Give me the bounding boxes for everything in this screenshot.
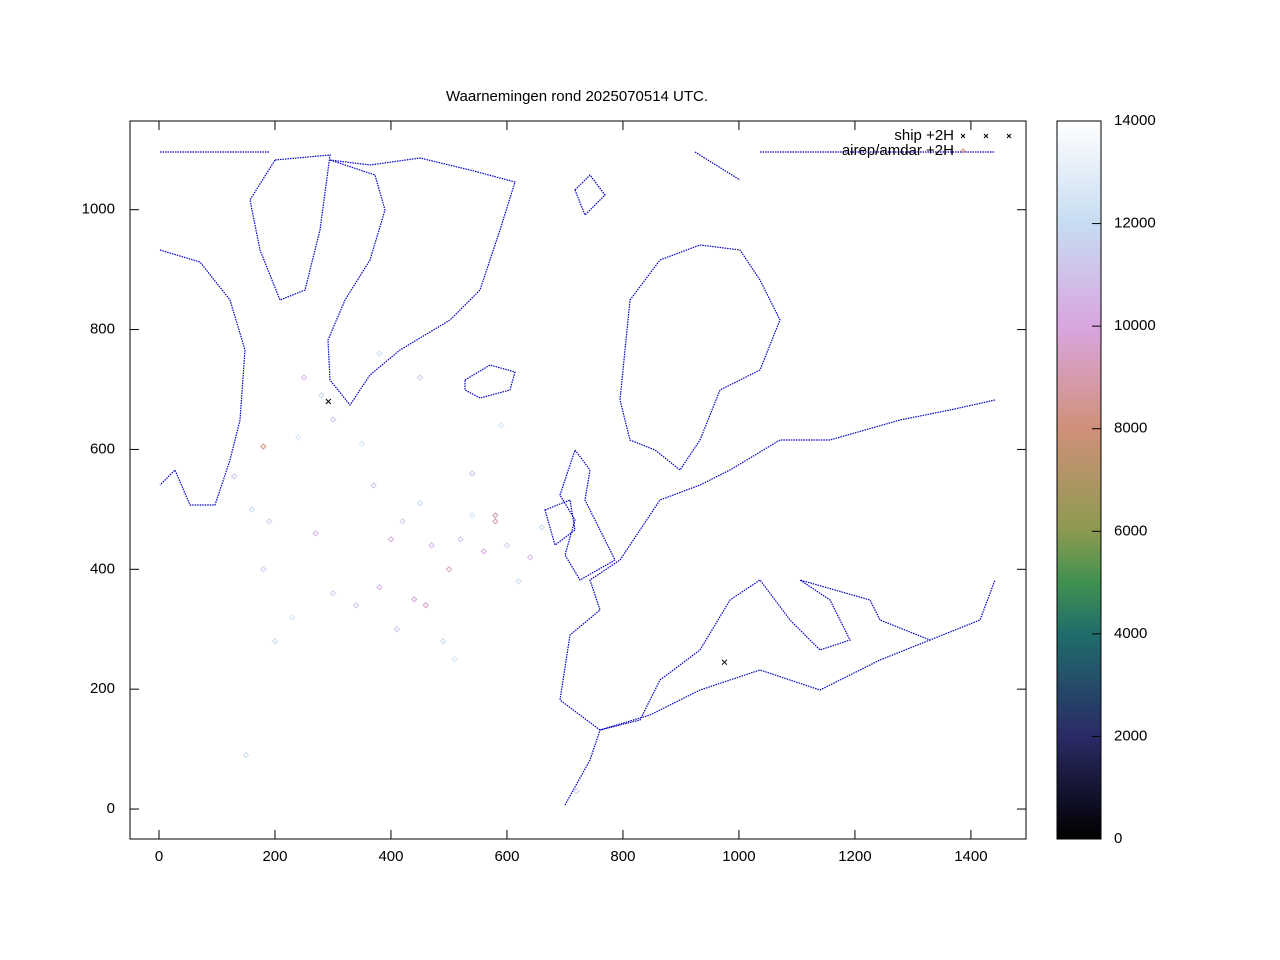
y-tick-label: 600 xyxy=(90,440,115,457)
airep-point xyxy=(387,536,395,543)
airep-point xyxy=(515,578,522,585)
airep-point xyxy=(289,614,296,621)
colorbar-tick-label: 10000 xyxy=(1114,317,1156,334)
airep-point xyxy=(300,374,308,381)
airep-point xyxy=(497,422,505,429)
chart-title: Waarnemingen rond 2025070514 UTC. xyxy=(446,88,708,105)
airep-point xyxy=(370,482,377,489)
legend-label: airep/amdar +2H xyxy=(842,142,954,159)
coastline xyxy=(159,151,270,506)
legend-marker xyxy=(983,133,989,139)
x-tick-label: 0 xyxy=(155,848,163,865)
colorbar-tick-label: 8000 xyxy=(1114,420,1147,437)
x-tick-label: 400 xyxy=(378,848,403,865)
airep-point xyxy=(492,518,499,525)
coastlines xyxy=(159,151,996,806)
legend-marker xyxy=(960,148,966,154)
airep-point xyxy=(410,596,418,603)
airep-point xyxy=(271,638,279,645)
plot-frame xyxy=(129,120,1027,840)
legend-label: ship +2H xyxy=(894,127,954,144)
airep-point xyxy=(358,440,366,447)
colorbar-tick-label: 6000 xyxy=(1114,522,1147,539)
y-tick-label: 400 xyxy=(90,560,115,577)
airep-point xyxy=(231,473,238,480)
airep-point xyxy=(573,787,580,795)
y-tick-label: 1000 xyxy=(82,201,115,218)
x-tick-label: 1000 xyxy=(722,848,755,865)
airep-point xyxy=(457,536,464,543)
airep-point xyxy=(445,566,453,573)
airep-point xyxy=(439,638,447,645)
airep-point xyxy=(393,626,400,633)
ship-point xyxy=(325,398,332,405)
airep-point xyxy=(294,434,302,441)
airep-point xyxy=(428,542,435,549)
coastline xyxy=(249,154,331,301)
y-tick-label: 200 xyxy=(90,680,115,697)
coastline xyxy=(619,244,781,471)
airep-point xyxy=(526,554,534,561)
y-tick-label: 0 xyxy=(107,800,115,817)
airep-point xyxy=(468,470,476,477)
airep-point xyxy=(376,584,383,591)
x-tick-label: 1200 xyxy=(838,848,871,865)
colorbar-tick-label: 14000 xyxy=(1114,112,1156,129)
colorbar-tick-label: 4000 xyxy=(1114,625,1147,642)
colorbar-tick-label: 12000 xyxy=(1114,215,1156,232)
colorbar-tick-label: 0 xyxy=(1114,830,1122,847)
airep-point xyxy=(312,530,319,537)
coastline xyxy=(574,151,995,217)
x-tick-label: 200 xyxy=(262,848,287,865)
legend-marker xyxy=(960,133,966,139)
airep-point xyxy=(503,542,511,549)
airep-point xyxy=(451,655,458,663)
airep-point xyxy=(248,506,255,513)
airep-point xyxy=(242,751,250,759)
airep-point xyxy=(480,548,487,555)
airep-point xyxy=(416,500,424,507)
airep-point xyxy=(260,443,267,450)
coastline xyxy=(327,157,516,407)
x-tick-label: 600 xyxy=(494,848,519,865)
airep-point xyxy=(422,602,429,609)
coastline xyxy=(544,448,616,581)
ship-point xyxy=(721,659,728,666)
coastline xyxy=(559,399,996,731)
coastline xyxy=(464,364,516,399)
airep-point xyxy=(318,392,325,399)
airep-point xyxy=(538,524,545,531)
airep-point xyxy=(329,416,337,423)
x-tick-label: 1400 xyxy=(954,848,987,865)
coastline xyxy=(564,639,931,806)
airep-point xyxy=(329,590,337,597)
x-tick-label: 800 xyxy=(610,848,635,865)
airep-point xyxy=(399,518,406,525)
colorbar xyxy=(1056,120,1102,840)
legend-marker xyxy=(1006,133,1012,139)
airep-point xyxy=(376,350,383,357)
airep-point xyxy=(416,374,424,381)
airep-point xyxy=(468,512,476,519)
airep-point xyxy=(492,512,499,519)
airep-point xyxy=(352,602,360,609)
airep-point xyxy=(265,518,273,525)
colorbar-tick-label: 2000 xyxy=(1114,727,1147,744)
y-tick-label: 800 xyxy=(90,321,115,338)
airep-point xyxy=(260,566,267,573)
